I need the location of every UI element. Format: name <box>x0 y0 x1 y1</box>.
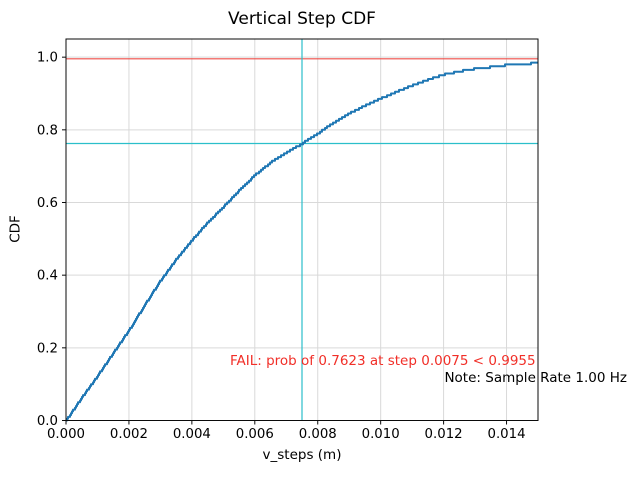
x-tick-label: 0.010 <box>362 427 400 442</box>
cdf-curve <box>66 61 538 422</box>
x-tick-label: 0.008 <box>299 427 337 442</box>
chart-title: Vertical Step CDF <box>228 9 376 29</box>
x-tick-label: 0.004 <box>173 427 211 442</box>
fail-annotation: FAIL: prob of 0.7623 at step 0.0075 < 0.… <box>230 353 536 369</box>
y-tick-label: 1.0 <box>37 51 58 66</box>
y-tick-label: 0.2 <box>37 341 58 356</box>
x-tick-label: 0.014 <box>487 427 525 442</box>
x-tick-label: 0.000 <box>47 427 85 442</box>
axes-spines <box>65 38 539 421</box>
x-tick-label: 0.006 <box>236 427 274 442</box>
y-tick-label: 0.0 <box>37 414 58 429</box>
note-annotation: Note: Sample Rate 1.00 Hz <box>444 370 627 386</box>
y-tick-label: 0.8 <box>37 123 58 138</box>
y-tick-label: 0.4 <box>37 269 58 284</box>
x-axis-label: v_steps (m) <box>262 447 342 463</box>
x-tick-label: 0.012 <box>425 427 463 442</box>
y-axis-label: CDF <box>7 215 24 243</box>
x-tick-label: 0.002 <box>110 427 148 442</box>
y-tick-label: 0.6 <box>37 196 58 211</box>
